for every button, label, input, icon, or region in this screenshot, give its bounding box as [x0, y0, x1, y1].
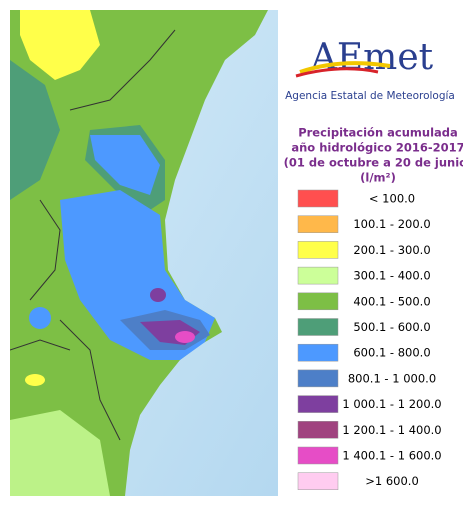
legend-label: 1 200.1 - 1 400.0 [342, 423, 441, 437]
legend-swatch [297, 215, 339, 233]
legend-swatch [297, 318, 339, 336]
zone-purple [150, 288, 166, 302]
legend-label: 1 400.1 - 1 600.0 [342, 449, 441, 463]
legend-label: 1 000.1 - 1 200.0 [342, 397, 441, 411]
legend-label: 100.1 - 200.0 [353, 217, 430, 231]
logo-swoosh [295, 67, 379, 78]
legend-swatch [297, 369, 339, 388]
legend-label: 800.1 - 1 000.0 [348, 371, 436, 385]
logo: AEmet Agencia Estatal de Meteorología [285, 37, 455, 102]
legend-label: 500.1 - 600.0 [353, 320, 430, 334]
zone-teal [10, 60, 60, 200]
legend-label: 300.1 - 400.0 [353, 269, 430, 283]
legend-swatch [297, 292, 339, 311]
legend-label: 400.1 - 500.0 [353, 294, 430, 308]
zone-yellow [20, 10, 100, 80]
title-line: (01 de octubre a 20 de junio) [284, 156, 463, 170]
legend-swatch [297, 446, 339, 465]
title-line: Precipitación acumulada [298, 126, 458, 140]
zone-blue [29, 307, 51, 329]
legend-label: 600.1 - 800.0 [353, 346, 430, 360]
logo-swoosh [299, 61, 391, 74]
map [10, 10, 278, 496]
legend-swatch [297, 395, 339, 413]
title-line: (l/m²) [360, 171, 396, 185]
legend-swatch [297, 472, 339, 490]
zone-yellow [25, 374, 45, 386]
zone-lightgreen [10, 410, 110, 496]
legend-label: >1 600.0 [365, 474, 419, 488]
legend-label: < 100.0 [369, 192, 415, 206]
zone-magenta [175, 331, 195, 343]
legend: < 100.0 100.1 - 200.0 200.1 - 300.0 300.1 -… [297, 189, 442, 490]
logo-agency: Agencia Estatal de Meteorología [285, 90, 455, 102]
legend-swatch [297, 343, 339, 362]
legend-swatch [297, 421, 339, 439]
border [10, 29, 176, 441]
zone-blue [90, 135, 160, 195]
legend-swatch [297, 189, 339, 208]
legend-label: 200.1 - 300.0 [353, 243, 430, 257]
legend-swatch [297, 266, 339, 285]
legend-swatch [297, 241, 339, 259]
title-line: año hidrológico 2016-2017 [291, 141, 463, 155]
